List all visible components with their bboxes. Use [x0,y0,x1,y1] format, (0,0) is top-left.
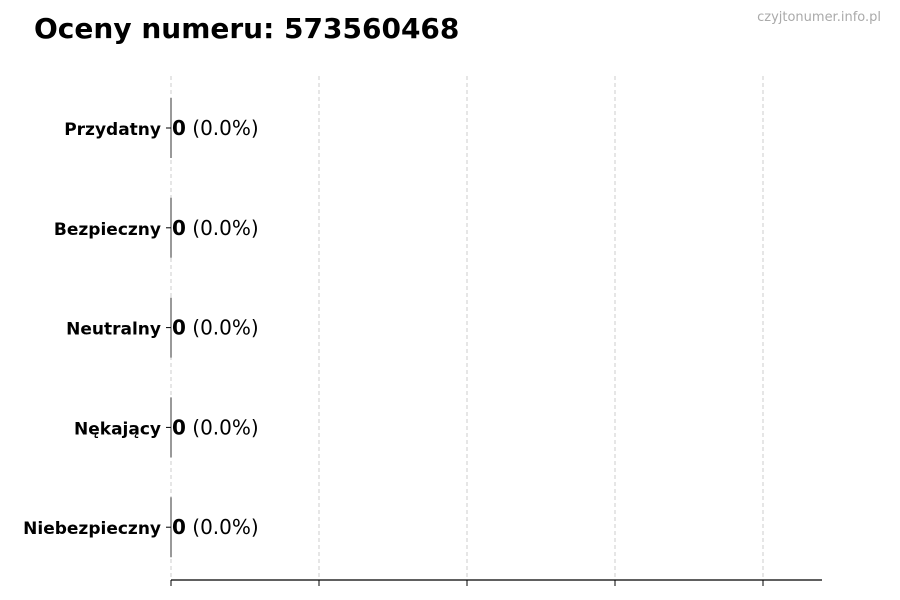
y-tick-label: Niebezpieczny [23,519,161,539]
y-tick-label: Przydatny [64,120,161,140]
y-tick-label: Nękający [74,419,161,439]
y-tick-label: Neutralny [66,320,161,340]
data-label-percent: (0.0%) [186,415,259,439]
data-label: 0 (0.0%) [172,316,259,340]
chart-title: Oceny numeru: 573560468 [34,12,460,45]
data-label: 0 (0.0%) [172,216,259,240]
data-label-value: 0 [172,216,186,240]
data-label-percent: (0.0%) [186,116,259,140]
data-label-value: 0 [172,116,186,140]
data-label-percent: (0.0%) [186,515,259,539]
data-label: 0 (0.0%) [172,116,259,140]
data-label-percent: (0.0%) [186,316,259,340]
data-label: 0 (0.0%) [172,415,259,439]
y-tick-label: Bezpieczny [54,220,161,240]
data-label-percent: (0.0%) [186,216,259,240]
data-label-value: 0 [172,515,186,539]
data-label-value: 0 [172,415,186,439]
watermark: czyjtonumer.info.pl [757,10,881,25]
data-label: 0 (0.0%) [172,515,259,539]
data-label-value: 0 [172,316,186,340]
